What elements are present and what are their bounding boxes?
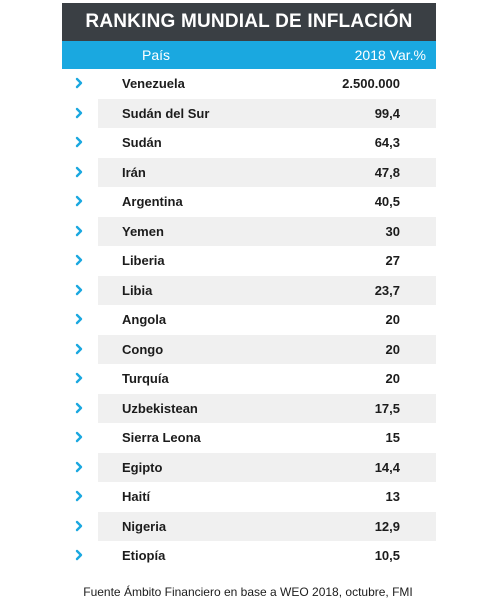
chevron-right-icon	[72, 312, 86, 326]
table-row: Sudán 64,3	[75, 128, 436, 158]
row-country: Yemen	[122, 223, 164, 239]
table-row: Yemen 30	[75, 216, 436, 246]
row-value: 64,3	[374, 135, 400, 150]
row-value: 15	[385, 430, 400, 445]
chevron-right-icon	[72, 253, 86, 267]
table-row: Haití 13	[75, 482, 436, 512]
chevron-right-icon	[72, 135, 86, 149]
table-row: Libia 23,7	[75, 275, 436, 305]
table-row: Etiopía 10,5	[75, 541, 436, 571]
row-country: Sudán	[122, 135, 162, 150]
chevron-right-icon	[72, 548, 86, 562]
chevron-right-icon	[72, 489, 86, 503]
table-body: Venezuela 2.500.000 Sudán del Sur 99,4 Sudán…	[75, 69, 436, 571]
chevron-right-icon	[72, 519, 86, 533]
row-country: Uzbekistean	[122, 400, 198, 416]
row-country: Argentina	[122, 194, 183, 209]
row-country: Venezuela	[122, 76, 185, 91]
header-country: País	[142, 47, 171, 63]
table-row: Sierra Leona 15	[75, 423, 436, 453]
table-row: Irán 47,8	[75, 157, 436, 187]
source-note: Fuente Ámbito Financiero en base a WEO 2…	[83, 585, 413, 599]
row-country: Etiopía	[122, 548, 166, 563]
table-header: País 2018 Var.%	[62, 41, 436, 69]
chevron-right-icon	[72, 283, 86, 297]
row-value: 12,9	[374, 518, 400, 534]
row-value: 23,7	[374, 282, 400, 298]
chevron-right-icon	[72, 401, 86, 415]
row-value: 30	[385, 223, 400, 239]
row-country: Haití	[122, 489, 151, 504]
row-country: Congo	[122, 341, 164, 357]
row-country: Libia	[122, 282, 153, 298]
table-row: Liberia 27	[75, 246, 436, 276]
chevron-right-icon	[72, 460, 86, 474]
table-row: Uzbekistean 17,5	[75, 393, 436, 423]
row-value: 2.500.000	[342, 76, 400, 91]
table-row: Venezuela 2.500.000	[75, 69, 436, 99]
row-country: Egipto	[122, 459, 163, 475]
row-value: 20	[385, 371, 400, 386]
row-country: Nigeria	[122, 518, 167, 534]
row-value: 10,5	[374, 548, 400, 563]
row-value: 17,5	[374, 400, 400, 416]
row-country: Turquía	[122, 371, 169, 386]
row-country: Irán	[122, 164, 146, 180]
table-row: Congo 20	[75, 334, 436, 364]
table-row: Nigeria 12,9	[75, 511, 436, 541]
row-value: 27	[385, 253, 400, 268]
chevron-right-icon	[72, 76, 86, 90]
table-row: Turquía 20	[75, 364, 436, 394]
row-value: 20	[385, 341, 400, 357]
header-value: 2018 Var.%	[354, 47, 426, 63]
row-country: Angola	[122, 312, 167, 327]
chevron-right-icon	[72, 106, 86, 120]
table-title: RANKING MUNDIAL DE INFLACIÓN	[62, 3, 436, 41]
chevron-right-icon	[72, 371, 86, 385]
chevron-right-icon	[72, 342, 86, 356]
row-value: 40,5	[374, 194, 400, 209]
row-value: 47,8	[374, 164, 400, 180]
row-value: 13	[385, 489, 400, 504]
chevron-right-icon	[72, 224, 86, 238]
table-row: Argentina 40,5	[75, 187, 436, 217]
row-value: 20	[385, 312, 400, 327]
table-row: Angola 20	[75, 305, 436, 335]
row-value: 99,4	[374, 105, 400, 121]
chevron-right-icon	[72, 194, 86, 208]
chevron-right-icon	[72, 165, 86, 179]
row-value: 14,4	[374, 459, 400, 475]
table-row: Egipto 14,4	[75, 452, 436, 482]
chevron-right-icon	[72, 430, 86, 444]
row-country: Sudán del Sur	[122, 105, 210, 121]
table-row: Sudán del Sur 99,4	[75, 98, 436, 128]
row-country: Liberia	[122, 253, 165, 268]
row-country: Sierra Leona	[122, 430, 201, 445]
